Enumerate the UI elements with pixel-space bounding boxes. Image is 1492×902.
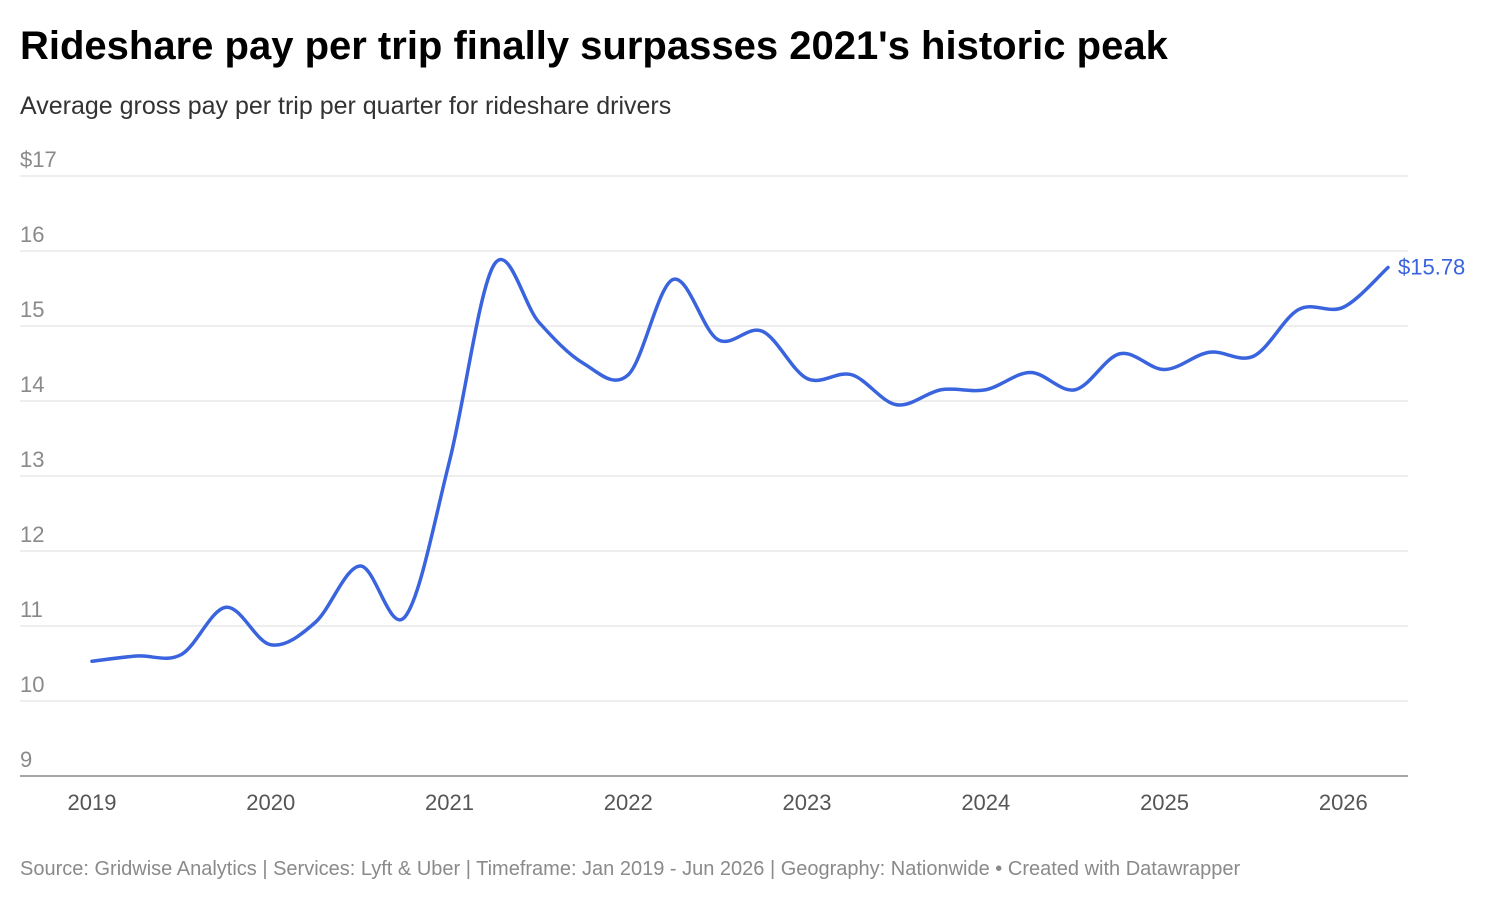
y-tick-label: 9 bbox=[20, 747, 32, 772]
y-tick-label: 13 bbox=[20, 447, 44, 472]
x-axis-tick-labels: 2019 2020 2021 2022 2023 2024 2025 2026 bbox=[68, 790, 1368, 815]
chart-title: Rideshare pay per trip finally surpasses… bbox=[20, 24, 1168, 68]
series-line bbox=[90, 257, 1390, 663]
y-tick-label: 12 bbox=[20, 522, 44, 547]
gridlines bbox=[20, 175, 1408, 777]
x-tick-label: 2020 bbox=[246, 790, 295, 815]
x-tick-label: 2023 bbox=[783, 790, 832, 815]
y-tick-label: 16 bbox=[20, 222, 44, 247]
x-tick-label: 2024 bbox=[961, 790, 1010, 815]
y-tick-label: 15 bbox=[20, 297, 44, 322]
y-tick-label: 14 bbox=[20, 372, 44, 397]
y-tick-label: 10 bbox=[20, 672, 44, 697]
x-tick-label: 2019 bbox=[68, 790, 117, 815]
source-note: Source: Gridwise Analytics | Services: L… bbox=[20, 858, 990, 880]
x-tick-label: 2026 bbox=[1319, 790, 1368, 815]
data-points bbox=[91, 263, 1390, 663]
chart-subtitle: Average gross pay per trip per quarter f… bbox=[20, 92, 672, 120]
end-value-label: $15.78 bbox=[1398, 255, 1465, 280]
y-tick-label: 11 bbox=[20, 597, 43, 622]
datawrapper-credit[interactable]: Created with Datawrapper bbox=[1007, 858, 1241, 880]
x-tick-label: 2021 bbox=[425, 790, 474, 815]
chart-footer: Source: Gridwise Analytics | Services: L… bbox=[20, 855, 1240, 883]
x-tick-label: 2025 bbox=[1140, 790, 1189, 815]
x-tick-label: 2022 bbox=[604, 790, 653, 815]
y-axis-tick-labels: 9 10 11 12 13 14 15 16 $17 bbox=[20, 147, 57, 772]
footer-separator: • bbox=[989, 858, 1008, 880]
y-tick-label: $17 bbox=[20, 147, 57, 172]
